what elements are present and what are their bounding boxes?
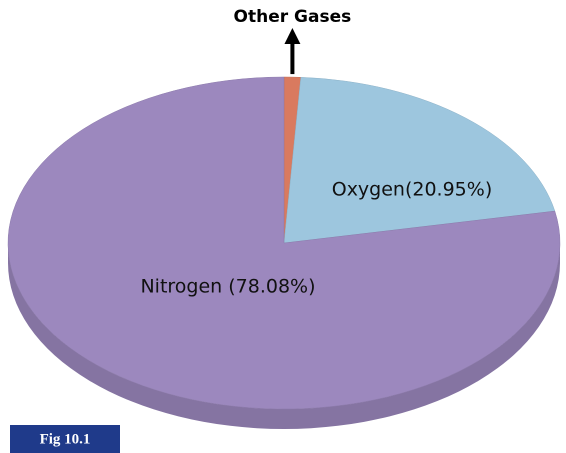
- caption: Fig 10.1: [40, 431, 91, 447]
- pie-top: [7, 76, 561, 410]
- pie-slice: [283, 77, 556, 244]
- caption-box: [10, 425, 120, 453]
- slice-label: Other Gases: [234, 7, 352, 27]
- pie-slice: [7, 76, 561, 410]
- slice-label: Nitrogen (78.08%): [140, 276, 315, 298]
- labels: Other Gases Oxygen(20.95%) Nitrogen (78.08…: [140, 7, 492, 298]
- slice-label: Oxygen(20.95%): [332, 179, 493, 201]
